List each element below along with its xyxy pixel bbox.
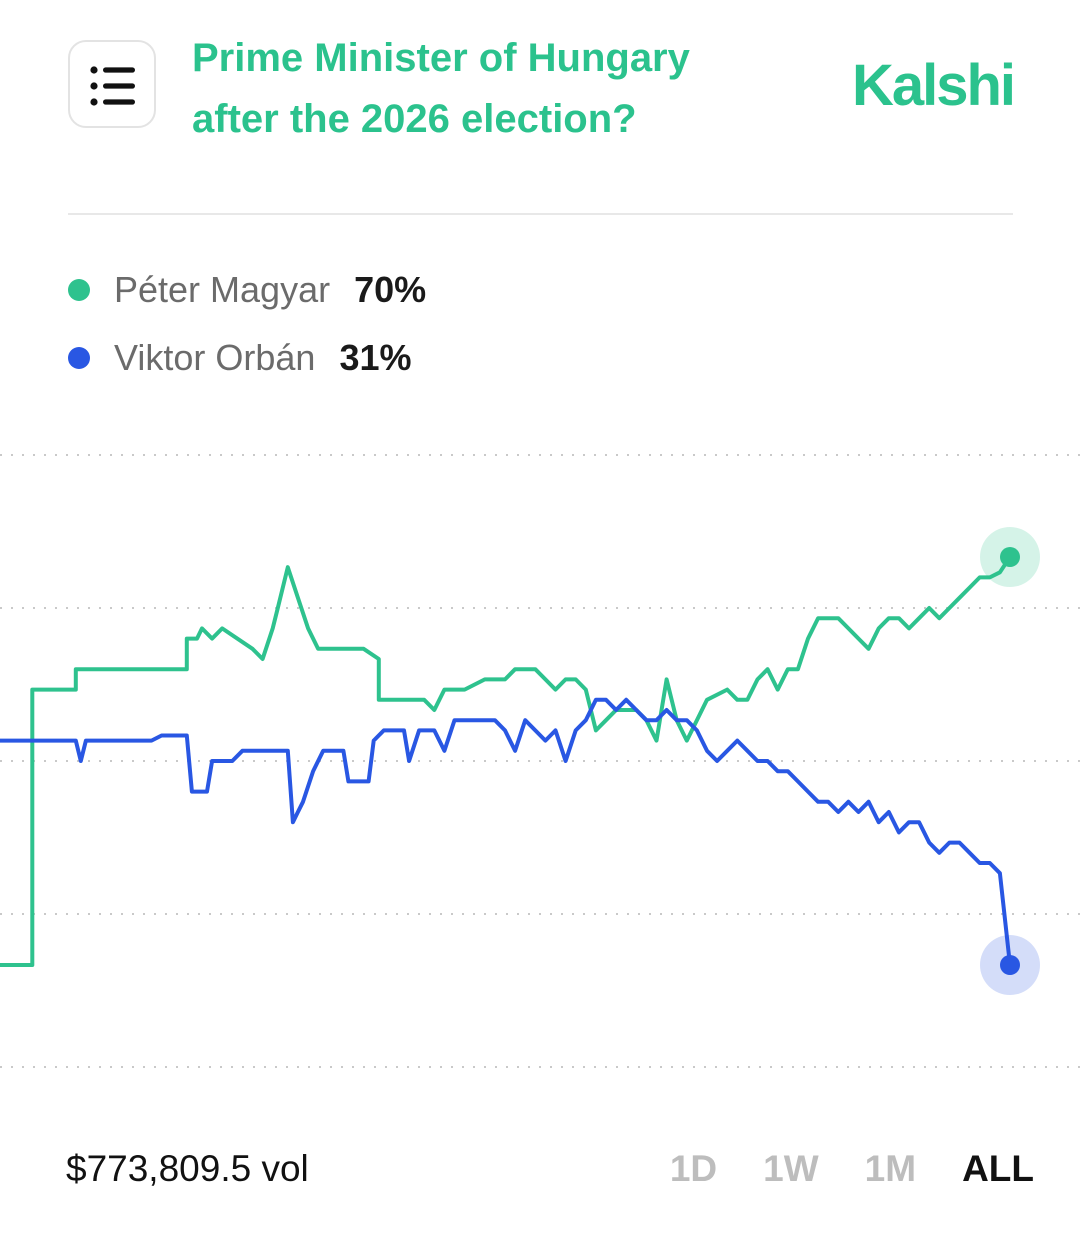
volume-label: $773,809.5 vol (66, 1148, 309, 1189)
legend-value: 31% (339, 337, 412, 378)
legend-item-magyar: Péter Magyar 70% (68, 266, 426, 314)
series-line-1 (0, 697, 1012, 966)
legend-item-orban: Viktor Orbán 31% (68, 334, 426, 382)
market-title-line1: Prime Minister of Hungary (192, 36, 690, 80)
chart-lines (0, 555, 1012, 967)
legend-value: 70% (354, 269, 427, 310)
legend-name: Péter Magyar (114, 269, 331, 310)
market-title: Prime Minister of Hungary after the 2026… (192, 28, 772, 150)
chart-endpoints (980, 527, 1040, 995)
header-divider (68, 213, 1013, 215)
series-endpoint-dot-1 (1000, 955, 1020, 975)
series-line-0 (0, 555, 1012, 967)
list-icon (90, 66, 135, 106)
kalshi-logo: Kalshi (851, 53, 1016, 118)
range-1m[interactable]: 1M (864, 1148, 917, 1189)
range-1d[interactable]: 1D (669, 1148, 718, 1189)
menu-button[interactable] (68, 40, 156, 128)
series-endpoint-dot-0 (1000, 547, 1020, 567)
legend-dot-green (68, 279, 90, 301)
time-range-selector: 1D 1W 1M ALL (624, 1148, 1034, 1190)
chart-legend: Péter Magyar 70% Viktor Orbán 31% (68, 266, 426, 402)
legend-name: Viktor Orbán (114, 337, 316, 378)
chart-grid (0, 454, 1080, 1068)
range-all[interactable]: ALL (962, 1148, 1034, 1189)
range-1w[interactable]: 1W (763, 1148, 819, 1189)
legend-dot-blue (68, 347, 90, 369)
market-title-line2: after the 2026 election? (192, 97, 637, 141)
price-chart[interactable] (0, 430, 1080, 1110)
